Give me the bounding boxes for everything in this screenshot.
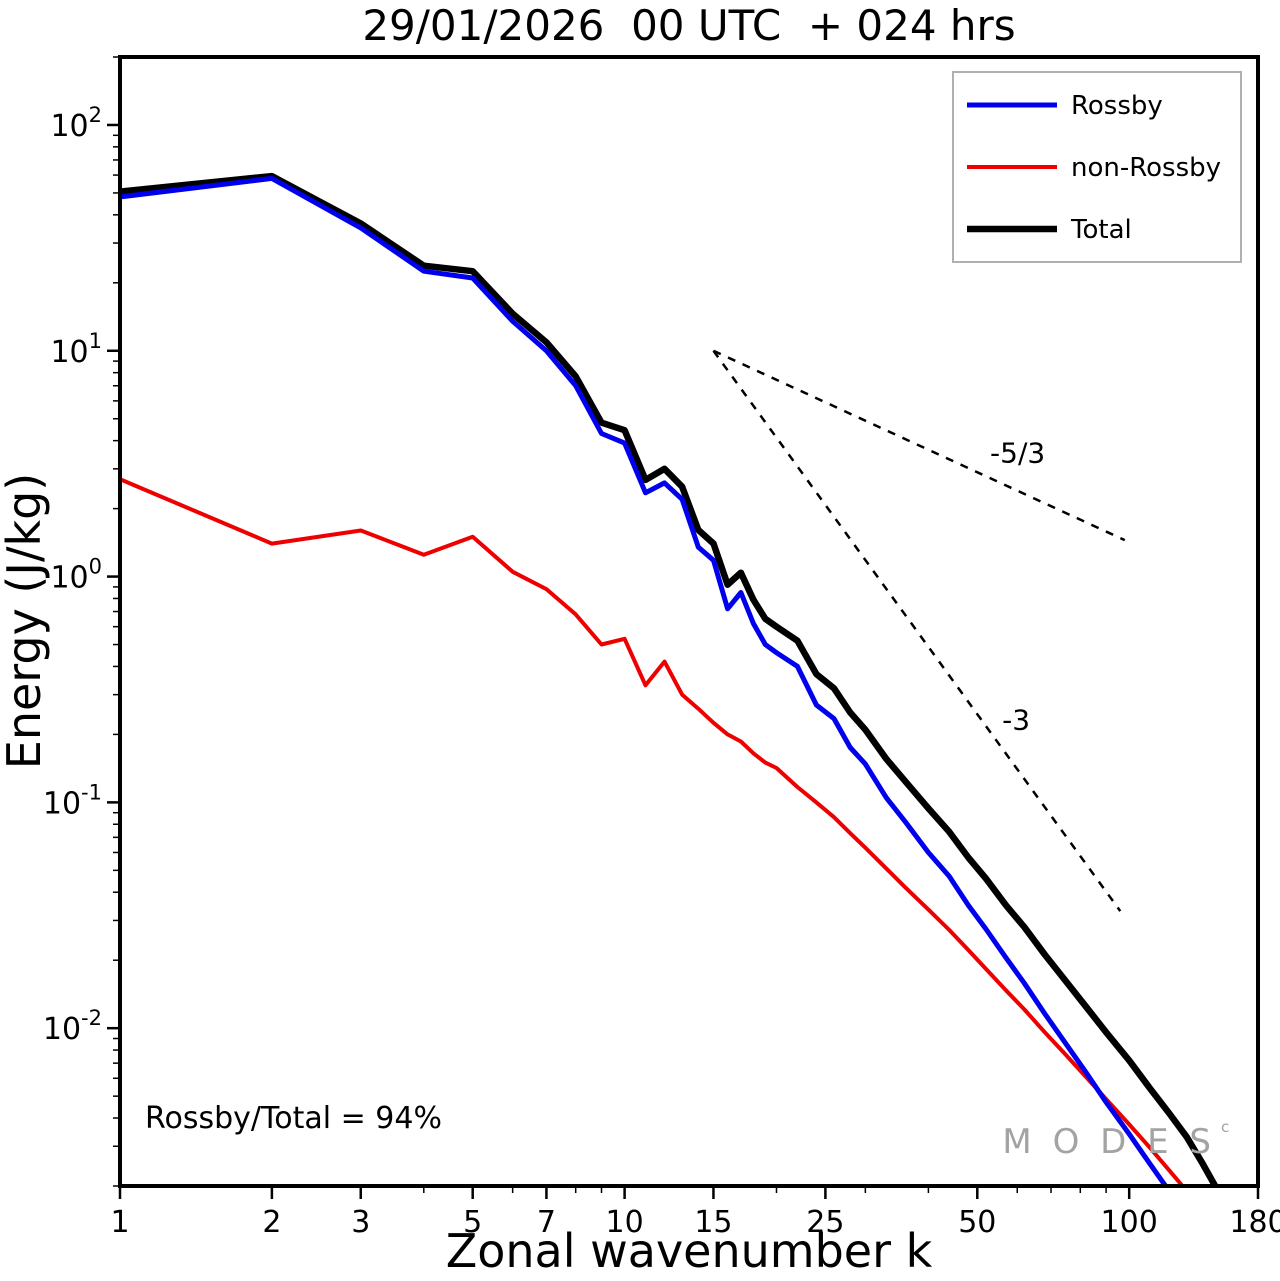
legend-label-Rossby: Rossby <box>1071 91 1163 121</box>
plot-area: 102 101 100 10-1 10-2 1 2 3 5 7 10 15 25 50 100 180 -5/3… <box>43 55 1280 1240</box>
y-tick-label: 101 <box>50 329 102 370</box>
modes-watermark-mark: c <box>1221 1118 1229 1136</box>
slope-label: -5/3 <box>990 437 1045 470</box>
x-tick-label: 7 <box>537 1205 556 1240</box>
y-tick-label: 102 <box>50 103 102 144</box>
x-tick-label: 3 <box>351 1205 370 1240</box>
x-tick-label: 50 <box>958 1205 996 1240</box>
plot-border <box>118 55 1260 1188</box>
reference-line--3 <box>712 350 1122 912</box>
x-tick-label: 100 <box>1101 1205 1158 1240</box>
y-tick-label: 10-2 <box>43 1006 102 1047</box>
series-Total <box>120 172 1219 1186</box>
x-tick-label: 25 <box>806 1205 844 1240</box>
ratio-annotation: Rossby/Total = 94% <box>145 1101 442 1136</box>
chart-title: 29/01/2026 00 UTC + 024 hrs <box>362 1 1015 50</box>
x-tick-label: 10 <box>606 1205 644 1240</box>
x-tick-label: 15 <box>694 1205 732 1240</box>
y-tick-label: 100 <box>50 555 102 596</box>
y-axis-label: Energy (J/kg) <box>0 473 51 769</box>
legend-label-Total: Total <box>1070 215 1132 245</box>
x-tick-label: 1 <box>110 1205 129 1240</box>
y-tick-label: 10-1 <box>43 780 102 821</box>
modes-watermark: M O D E S <box>1002 1122 1216 1162</box>
x-axis-label: Zonal wavenumber k <box>446 1224 933 1278</box>
series-Rossby <box>120 175 1169 1186</box>
reference-line--5/3 <box>712 349 1126 542</box>
x-tick-label: 180 <box>1229 1205 1280 1240</box>
slope-label: -3 <box>1002 704 1030 737</box>
x-tick-label: 2 <box>262 1205 281 1240</box>
x-tick-label: 5 <box>463 1205 482 1240</box>
legend-label-non-Rossby: non-Rossby <box>1071 153 1221 183</box>
